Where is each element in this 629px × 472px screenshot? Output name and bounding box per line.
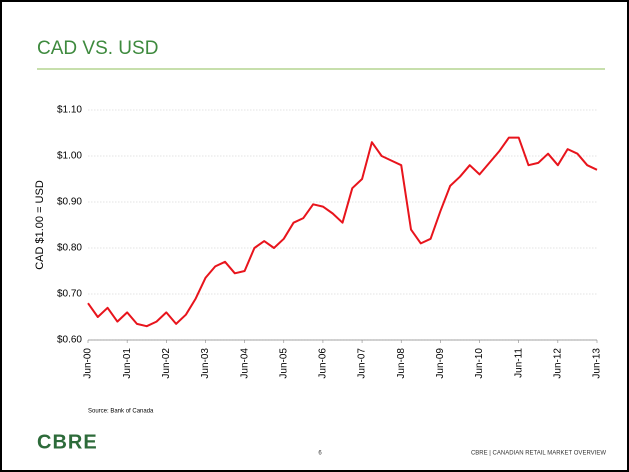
x-tick-label: Jun-13	[592, 348, 603, 379]
x-tick-label: Jun-01	[122, 348, 133, 379]
x-tick-label: Jun-06	[318, 348, 329, 379]
footer-text: CBRE | CANADIAN RETAIL MARKET OVERVIEW	[471, 451, 606, 457]
y-tick-label: $0.70	[57, 289, 82, 300]
y-tick-label: $0.60	[57, 335, 82, 346]
x-tick-label: Jun-08	[396, 348, 407, 379]
x-tick-label: Jun-07	[357, 348, 368, 379]
x-tick-label: Jun-02	[161, 348, 172, 379]
x-tick-label: Jun-11	[513, 348, 524, 378]
slide-title: CAD VS. USD	[37, 38, 158, 59]
x-tick-label: Jun-03	[200, 348, 211, 379]
x-tick-label: Jun-04	[239, 348, 250, 379]
x-tick-label: Jun-05	[278, 348, 289, 379]
y-tick-label: $1.10	[57, 105, 82, 116]
y-tick-label: $1.00	[57, 151, 82, 162]
source: Source: Bank of Canada	[88, 409, 154, 415]
x-tick-label: Jun-00	[83, 348, 94, 379]
y-tick-label: $0.80	[57, 243, 82, 254]
x-tick-label: Jun-09	[435, 348, 446, 379]
page-number: 6	[318, 451, 322, 457]
x-tick-label: Jun-10	[474, 348, 485, 379]
x-tick-label: Jun-12	[552, 348, 563, 379]
logo: CBRE	[37, 431, 98, 453]
y-axis-label: CAD $1.00 = USD	[34, 180, 46, 270]
data-line	[87, 136, 598, 328]
y-tick-label: $0.90	[57, 197, 82, 208]
